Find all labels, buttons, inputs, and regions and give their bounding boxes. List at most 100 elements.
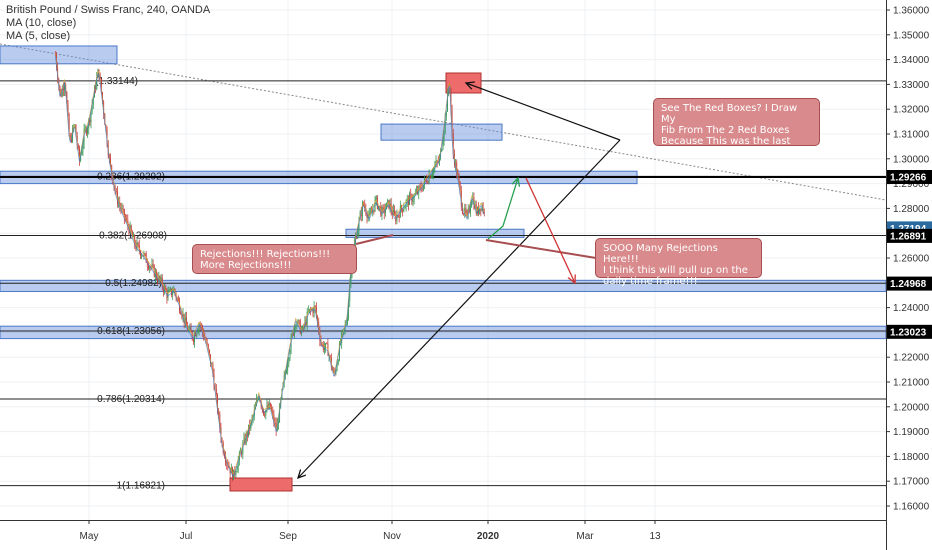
candle-body xyxy=(286,370,287,374)
time-axis: May Jul Sep Nov 2020 Mar 13 xyxy=(80,520,661,542)
price-tick-label: 1.33000 xyxy=(893,80,930,91)
candle-body xyxy=(442,140,444,150)
price-axis: 1.36000 1.35000 1.34000 1.33000 1.32000 1.310… xyxy=(886,6,930,513)
candle-body xyxy=(444,115,446,132)
candle-body xyxy=(458,174,460,183)
candle-body xyxy=(403,208,405,212)
candle-body xyxy=(219,413,221,428)
candle-body xyxy=(159,276,161,281)
candle-body xyxy=(294,326,295,335)
candle-body xyxy=(374,200,376,211)
price-tick-label: 1.34000 xyxy=(893,55,930,66)
price-tick-label: 1.20000 xyxy=(893,402,930,413)
candle-body xyxy=(187,325,189,331)
candle-body xyxy=(137,242,139,246)
candle-body xyxy=(432,173,433,176)
candle-body xyxy=(264,414,266,416)
candle-body xyxy=(346,318,348,325)
candle-body xyxy=(422,184,424,191)
legend-symbol: British Pound / Swiss Franc, 240, OANDA xyxy=(6,4,211,16)
candle-body xyxy=(77,145,79,149)
candle-body xyxy=(361,202,363,217)
candle-body xyxy=(396,214,398,222)
price-label-bg xyxy=(887,170,932,185)
candle-body xyxy=(161,277,163,287)
candle-body xyxy=(447,92,448,112)
candle-body xyxy=(258,398,260,400)
candle-body xyxy=(314,305,316,308)
candle-body xyxy=(199,324,201,326)
candle-body xyxy=(386,202,387,210)
candle-body xyxy=(90,110,92,123)
candle-body xyxy=(373,209,375,211)
candle-body xyxy=(157,278,159,282)
candle-body xyxy=(287,363,289,371)
price-label-text: 1.24968 xyxy=(890,279,927,290)
candle-body xyxy=(171,288,172,295)
candle-body xyxy=(141,255,143,257)
supply-zone-december xyxy=(380,123,503,141)
price-label-bg xyxy=(887,228,932,243)
candle-body xyxy=(441,149,443,151)
candle-body xyxy=(241,451,243,455)
candle-body xyxy=(483,212,485,214)
fib-zone-0382 xyxy=(345,228,525,238)
price-label-bg xyxy=(887,276,932,291)
ma-10-line xyxy=(54,53,485,475)
candle-body xyxy=(311,309,313,311)
candle-body xyxy=(420,186,422,190)
candle-body xyxy=(480,208,482,211)
candle-body xyxy=(89,119,91,123)
ma-5-line xyxy=(54,55,485,477)
candle-body xyxy=(326,343,328,345)
price-tick-label: 1.19000 xyxy=(893,427,930,438)
price-tick-label: 1.28000 xyxy=(893,204,930,215)
candle-body xyxy=(350,275,352,285)
candle-body xyxy=(62,88,64,91)
time-tick-label: 13 xyxy=(649,531,661,542)
time-tick-label: 2020 xyxy=(477,531,500,542)
candle-body xyxy=(402,208,404,212)
candle-body xyxy=(231,467,233,480)
candle-body xyxy=(154,271,156,277)
legend-ma10: MA (10, close) xyxy=(6,17,77,29)
price-tick-label: 1.24000 xyxy=(893,303,930,314)
candle-body xyxy=(165,286,167,291)
candle-body xyxy=(208,349,210,355)
candle-body xyxy=(168,289,170,292)
candle-body xyxy=(191,332,193,339)
candle-body xyxy=(366,214,368,219)
price-tick-label: 1.21000 xyxy=(893,378,930,389)
arrow-to-swing-low xyxy=(298,139,621,478)
candle-body xyxy=(233,469,235,480)
candle-body xyxy=(360,212,362,217)
candle-body xyxy=(296,323,298,326)
candle-body xyxy=(130,225,132,233)
candle-body xyxy=(123,209,125,218)
candle-body xyxy=(323,347,325,350)
price-label: 1.24968 xyxy=(887,276,932,291)
candle-body xyxy=(70,138,72,142)
candle-body xyxy=(152,264,154,266)
price-tick-label: 1.26000 xyxy=(893,254,930,265)
price-label-text: 1.29266 xyxy=(890,173,927,184)
fib-label: 0.618(1.23056) xyxy=(97,326,165,337)
plot-area: (1.33144)0.236(1.29292)0.382(1.26908)0.5… xyxy=(0,43,886,492)
candle-body xyxy=(180,311,182,315)
candle-body xyxy=(348,301,350,319)
price-label-text: 1.26891 xyxy=(890,231,927,242)
candle-body xyxy=(338,343,340,361)
time-tick-label: Nov xyxy=(383,531,401,542)
candle-body xyxy=(177,298,179,301)
candle-body xyxy=(122,208,124,210)
price-label: 1.26891 xyxy=(887,228,932,243)
candle-body xyxy=(61,88,63,97)
candle-body xyxy=(452,133,454,155)
candle-body xyxy=(388,200,390,209)
candle-body xyxy=(375,196,377,201)
candle-body xyxy=(463,213,465,215)
candle-body xyxy=(82,143,84,151)
time-tick-label: Sep xyxy=(279,531,297,542)
